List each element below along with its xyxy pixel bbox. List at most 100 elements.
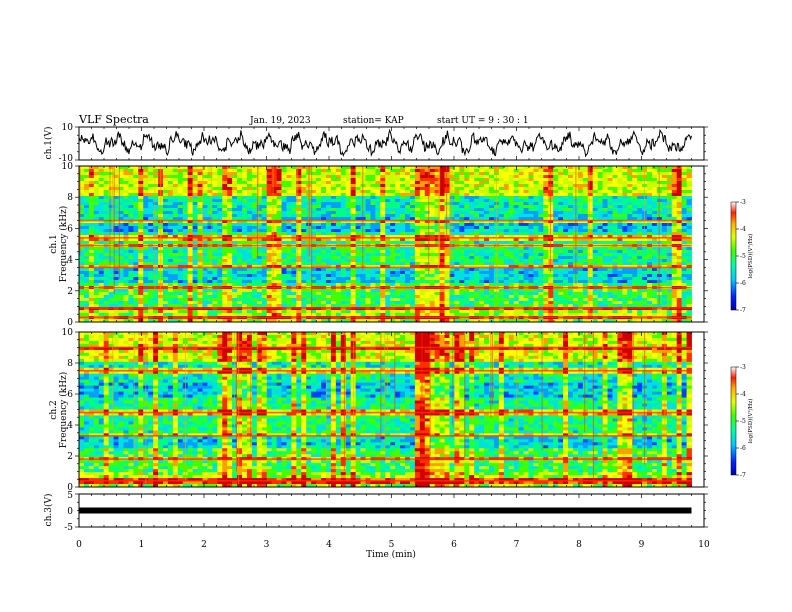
spectrogram-cell	[202, 250, 208, 254]
spectrogram-cell	[133, 208, 139, 212]
spectrogram-cell	[602, 214, 608, 218]
spectrogram-cell	[103, 211, 110, 215]
spectrogram-cell	[118, 223, 124, 227]
spectrogram-cell	[370, 247, 376, 251]
spectrogram-cell	[479, 184, 485, 188]
spectrogram-cell	[153, 280, 159, 284]
spectrogram-cell	[321, 193, 327, 197]
spectrogram-cell	[424, 229, 431, 233]
spectrogram-cell	[607, 271, 613, 275]
spectrogram-cell	[276, 253, 282, 257]
spectrogram-cell	[321, 238, 327, 242]
spectrogram-cell	[330, 274, 337, 278]
spectrogram-cell	[385, 166, 391, 170]
spectrogram-cell	[138, 232, 144, 236]
spectrogram-cell	[108, 214, 114, 218]
spectrogram-cell	[488, 214, 495, 218]
spectrogram-cell	[380, 202, 386, 206]
spectrogram-cell	[108, 235, 114, 239]
spectrogram-cell	[513, 181, 520, 185]
spectrogram-cell	[508, 166, 515, 170]
spectrogram-cell	[553, 208, 559, 212]
spectrogram-cell	[484, 238, 490, 242]
spectrogram-cell	[488, 217, 495, 221]
spectrogram-cell	[568, 166, 574, 170]
spectrogram-cell	[632, 211, 638, 215]
spectrogram-cell	[217, 235, 223, 239]
spectrogram-cell	[232, 277, 238, 281]
spectrogram-cell	[261, 181, 268, 185]
spectrogram-cell	[162, 277, 169, 281]
spectrogram-cell	[424, 205, 431, 209]
spectrogram-cell	[503, 268, 510, 272]
spectrogram-cell	[518, 274, 524, 278]
spectrogram-cell	[335, 187, 342, 191]
spectrogram-cell	[488, 196, 495, 200]
spectrogram-cell	[197, 184, 203, 188]
spectrogram-cell	[419, 232, 426, 236]
spectrogram-cell	[370, 205, 376, 209]
spectrogram-cell	[143, 193, 149, 197]
spectrogram-cell	[212, 193, 218, 197]
spectrogram-cell	[301, 187, 307, 191]
spectrogram-cell	[508, 241, 515, 245]
spectrogram-cell	[335, 190, 342, 194]
spectrogram-cell	[385, 280, 391, 284]
spectrogram-cell	[637, 205, 643, 209]
spectrogram-cell	[167, 256, 174, 260]
spectrogram-cell	[83, 199, 90, 203]
spectrogram-cell	[632, 184, 638, 188]
spectrogram-cell	[676, 178, 683, 182]
spectrogram-cell	[607, 235, 613, 239]
spectrogram-cell	[528, 178, 534, 182]
spectrogram-cell	[340, 268, 347, 272]
spectrogram-cell	[617, 178, 623, 182]
spectrogram-cell	[523, 217, 529, 221]
spectrogram-cell	[434, 181, 440, 185]
spectrogram-cell	[355, 277, 361, 281]
spectrogram-cell	[88, 208, 95, 212]
spectrogram-cell	[242, 217, 248, 221]
spectrogram-cell	[676, 226, 683, 230]
spectrogram-cell	[286, 259, 292, 263]
spectrogram-cell	[187, 262, 194, 266]
spectrogram-cell	[558, 229, 564, 233]
spectrogram-cell	[217, 193, 223, 197]
spectrogram-cell	[395, 238, 401, 242]
spectrogram-cell	[488, 202, 495, 206]
spectrogram-cell	[232, 223, 238, 227]
spectrogram-cell	[321, 172, 327, 176]
spectrogram-cell	[133, 241, 139, 245]
spectrogram-cell	[548, 256, 554, 260]
spectrogram-cell	[88, 280, 95, 284]
spectrogram-cell	[607, 196, 613, 200]
spectrogram-cell	[622, 172, 628, 176]
spectrogram-cell	[642, 280, 648, 284]
spectrogram-cell	[666, 232, 673, 236]
spectrogram-cell	[321, 229, 327, 233]
spectrogram-cell	[454, 238, 460, 242]
spectrogram-cell	[513, 211, 520, 215]
spectrogram-cell	[291, 211, 297, 215]
spectrogram-cell	[464, 166, 470, 170]
spectrogram-cell	[582, 271, 589, 275]
spectrogram-cell	[395, 277, 401, 281]
spectrogram-cell	[627, 181, 633, 185]
spectrogram-cell	[622, 253, 628, 257]
spectrogram-cell	[177, 214, 184, 218]
spectrogram-cell	[592, 196, 599, 200]
spectrogram-cell	[390, 235, 396, 239]
spectrogram-cell	[108, 220, 114, 224]
spectrogram-cell	[434, 190, 440, 194]
spectrogram-cell	[681, 166, 687, 170]
spectrogram-cell	[350, 214, 357, 218]
spectrogram-cell	[197, 262, 203, 266]
spectrogram-cell	[597, 238, 603, 242]
spectrogram-cell	[637, 280, 643, 284]
spectrogram-cell	[548, 247, 554, 251]
spectrogram-cell	[217, 217, 223, 221]
spectrogram-cell	[266, 241, 273, 245]
spectrogram-cell	[563, 259, 569, 263]
spectrogram-cell	[617, 268, 623, 272]
spectrogram-cell	[385, 199, 391, 203]
